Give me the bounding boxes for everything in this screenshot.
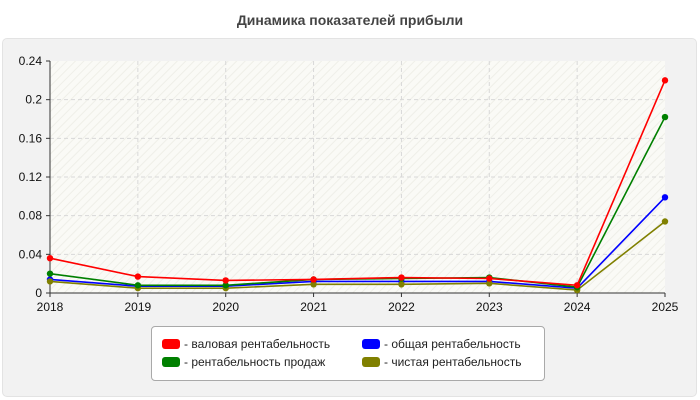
legend: - валовая рентабельность - общая рентабе… — [151, 326, 545, 381]
legend-label: - общая рентабельность — [384, 337, 521, 351]
data-point — [661, 113, 669, 121]
y-tick-label: 0.2 — [25, 93, 42, 107]
legend-label: - чистая рентабельность — [384, 355, 522, 369]
y-tick-label: 0.08 — [19, 209, 43, 223]
data-point — [486, 275, 493, 282]
data-point — [661, 218, 669, 225]
data-point — [46, 278, 54, 285]
data-point — [398, 281, 405, 288]
data-point — [134, 273, 142, 280]
data-point — [134, 282, 142, 289]
x-tick-label: 2018 — [37, 300, 64, 314]
data-point — [661, 77, 669, 84]
legend-item-net: - чистая рентабельность — [362, 355, 521, 369]
data-point — [486, 280, 493, 287]
data-point — [310, 276, 317, 283]
x-tick-label: 2019 — [125, 300, 152, 314]
y-tick-label: 0.16 — [19, 131, 43, 145]
legend-swatch — [362, 339, 380, 349]
x-tick-label: 2025 — [652, 300, 679, 314]
x-tick-label: 2022 — [388, 300, 415, 314]
x-tick-label: 2023 — [476, 300, 503, 314]
series-line — [49, 196, 666, 289]
y-tick-label: 0 — [35, 286, 42, 300]
chart-title: Динамика показателей прибыли — [236, 12, 464, 28]
legend-item-sales: - рентабельность продаж — [162, 355, 325, 369]
data-point — [222, 282, 229, 289]
x-tick-label: 2021 — [300, 300, 327, 314]
legend-swatch — [162, 339, 180, 349]
x-tick-label: 2020 — [212, 300, 239, 314]
data-point — [46, 270, 54, 277]
series-line — [49, 80, 666, 287]
data-point — [661, 194, 669, 201]
legend-label: - валовая рентабельность — [184, 337, 331, 351]
y-tick-label: 0.12 — [19, 170, 43, 184]
y-tick-label: 0.24 — [19, 54, 43, 68]
legend-item-gross: - валовая рентабельность — [162, 337, 330, 351]
data-point — [310, 281, 317, 288]
data-point — [46, 255, 54, 262]
data-point — [222, 277, 229, 284]
legend-swatch — [362, 357, 380, 367]
data-point — [573, 282, 581, 289]
y-tick-label: 0.04 — [19, 247, 43, 261]
legend-label: - рентабельность продаж — [184, 355, 326, 369]
legend-item-total: - общая рентабельность — [362, 337, 521, 351]
series-line — [49, 220, 666, 291]
data-point — [398, 274, 405, 281]
x-tick-label: 2024 — [564, 300, 591, 314]
legend-swatch — [162, 357, 180, 367]
